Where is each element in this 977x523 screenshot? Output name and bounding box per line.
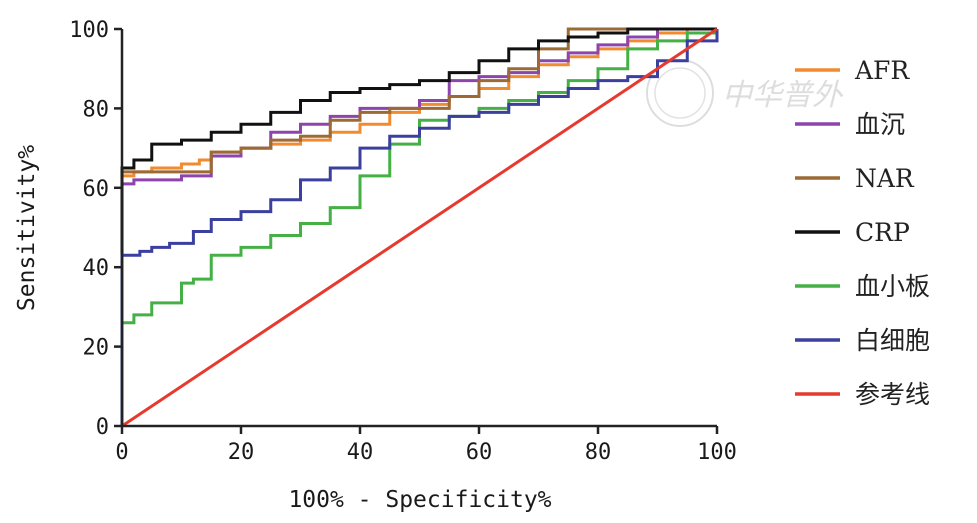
series-line-6 <box>121 27 718 428</box>
legend-label: 血小板 <box>855 272 930 301</box>
x-tick-label: 80 <box>585 440 612 465</box>
y-axis-title: Sensitivity% <box>14 145 40 311</box>
legend-label: CRP <box>855 218 910 247</box>
y-ticks: 0 20 40 60 80 100 <box>69 18 122 440</box>
legend-label: NAR <box>855 164 915 193</box>
watermark-text: 中华普外 <box>722 78 844 113</box>
y-tick-label: 20 <box>83 336 110 361</box>
x-tick-label: 20 <box>228 440 255 465</box>
legend-label: AFR <box>854 56 910 85</box>
x-tick-label: 60 <box>466 440 493 465</box>
y-tick-label: 100 <box>69 18 109 43</box>
y-tick-label: 0 <box>96 415 109 440</box>
legend-label: 参考线 <box>855 380 930 409</box>
series-line-4 <box>120 29 719 426</box>
plot-lines <box>120 27 719 428</box>
x-tick-label: 0 <box>115 440 128 465</box>
y-tick-label: 60 <box>83 177 110 202</box>
y-tick-label: 40 <box>83 256 110 281</box>
x-axis-title: 100% - Specificity% <box>288 487 551 513</box>
series-line-5 <box>120 29 719 426</box>
legend-label: 血沉 <box>855 110 905 139</box>
x-tick-label: 40 <box>347 440 374 465</box>
series-line-3 <box>120 27 717 426</box>
watermark: 中华普外 <box>646 59 844 127</box>
x-ticks: 0 20 40 60 80 100 <box>115 426 737 465</box>
y-tick-label: 80 <box>83 97 110 122</box>
legend-label: 白细胞 <box>855 326 930 355</box>
x-tick-label: 100 <box>697 440 737 465</box>
axes <box>120 29 717 428</box>
